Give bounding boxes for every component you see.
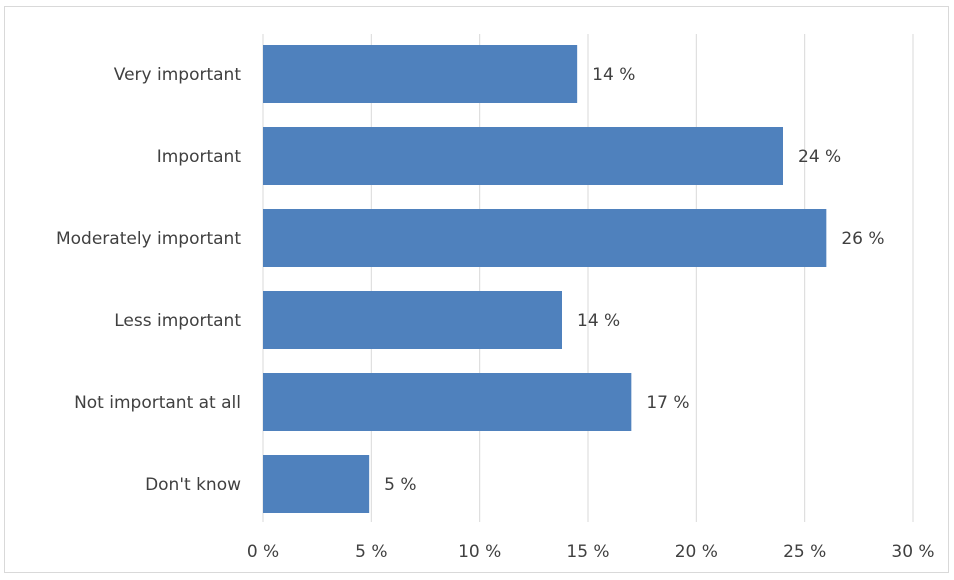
data-label: 14 % xyxy=(577,311,620,331)
x-tick-labels: 0 % 5 % 10 % 15 % 20 % 25 % 30 % xyxy=(247,542,935,562)
bar xyxy=(263,127,783,185)
x-tick-label: 15 % xyxy=(566,542,609,562)
bar xyxy=(263,373,632,431)
bar xyxy=(263,209,827,267)
category-label: Not important at all xyxy=(74,393,241,413)
data-labels: 14 % 24 % 26 % 14 % 17 % 5 % xyxy=(384,65,884,495)
x-tick-label: 25 % xyxy=(783,542,826,562)
category-label: Don't know xyxy=(145,475,241,495)
category-label: Less important xyxy=(114,311,241,331)
gridlines xyxy=(262,34,914,522)
data-label: 24 % xyxy=(798,147,841,167)
bar xyxy=(263,291,562,349)
category-label: Moderately important xyxy=(56,229,241,249)
bar xyxy=(263,45,578,103)
x-tick-label: 20 % xyxy=(675,542,718,562)
x-tick-label: 10 % xyxy=(458,542,501,562)
data-label: 26 % xyxy=(841,229,884,249)
x-tick-label: 0 % xyxy=(247,542,279,562)
data-label: 17 % xyxy=(646,393,689,413)
x-tick-label: 5 % xyxy=(355,542,387,562)
data-label: 5 % xyxy=(384,475,416,495)
bar xyxy=(263,455,370,513)
category-label: Important xyxy=(157,147,242,167)
x-tick-label: 30 % xyxy=(891,542,934,562)
category-label: Very important xyxy=(114,65,242,85)
bars xyxy=(263,45,827,513)
category-labels: Very important Important Moderately import… xyxy=(56,65,241,495)
data-label: 14 % xyxy=(592,65,635,85)
